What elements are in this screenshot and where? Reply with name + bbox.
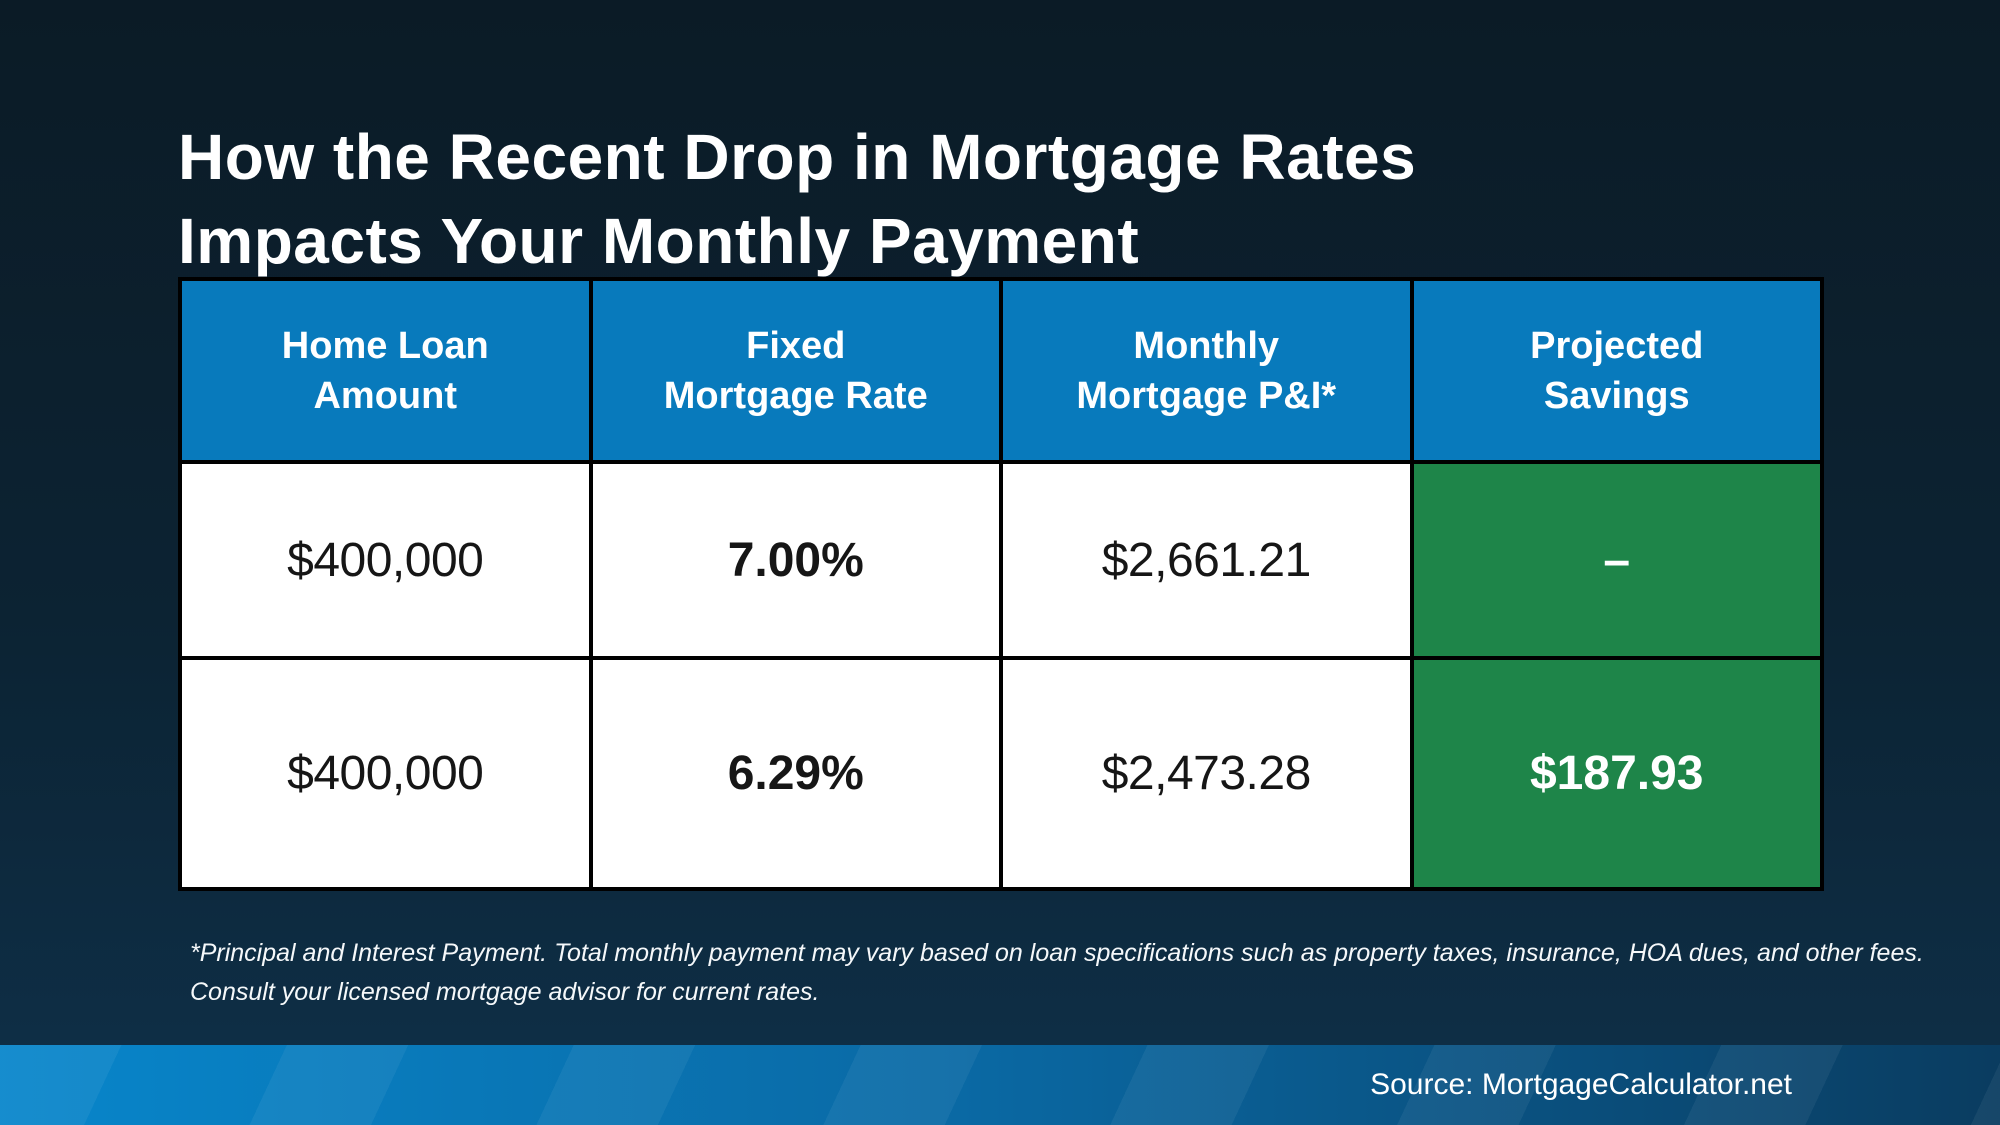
column-header-home-loan-amount: Home Loan Amount (182, 281, 589, 460)
row2-home-loan-amount-cell: $400,000 (182, 660, 589, 887)
row2-fixed-rate-cell: 6.29% (592, 660, 999, 887)
source-credit: Source: MortgageCalculator.net (1370, 1068, 1792, 1101)
footnote-line-1: *Principal and Interest Payment. Total m… (190, 939, 1924, 967)
row2-monthly-payment-cell: $2,473.28 (1003, 660, 1410, 887)
row2-projected-savings-cell: $187.93 (1413, 660, 1820, 887)
row1-home-loan-amount-cell: $400,000 (182, 464, 589, 656)
row1-monthly-payment-cell: $2,661.21 (1003, 464, 1410, 656)
footer-bar: Source: MortgageCalculator.net (0, 1045, 2000, 1125)
row1-fixed-rate-cell: 7.00% (592, 464, 999, 656)
mortgage-comparison-table: Home Loan Amount Fixed Mortgage Rate Mon… (178, 277, 1824, 891)
footnote-line-2: Consult your licensed mortgage advisor f… (190, 978, 820, 1006)
column-header-monthly-mortgage-pi: Monthly Mortgage P&I* (1003, 281, 1410, 460)
row1-projected-savings-cell: – (1413, 464, 1820, 656)
column-header-projected-savings: Projected Savings (1413, 281, 1820, 460)
page-title: How the Recent Drop in Mortgage Rates Im… (178, 120, 1417, 277)
footnote: *Principal and Interest Payment. Total m… (190, 934, 1924, 1012)
column-header-fixed-mortgage-rate: Fixed Mortgage Rate (592, 281, 999, 460)
